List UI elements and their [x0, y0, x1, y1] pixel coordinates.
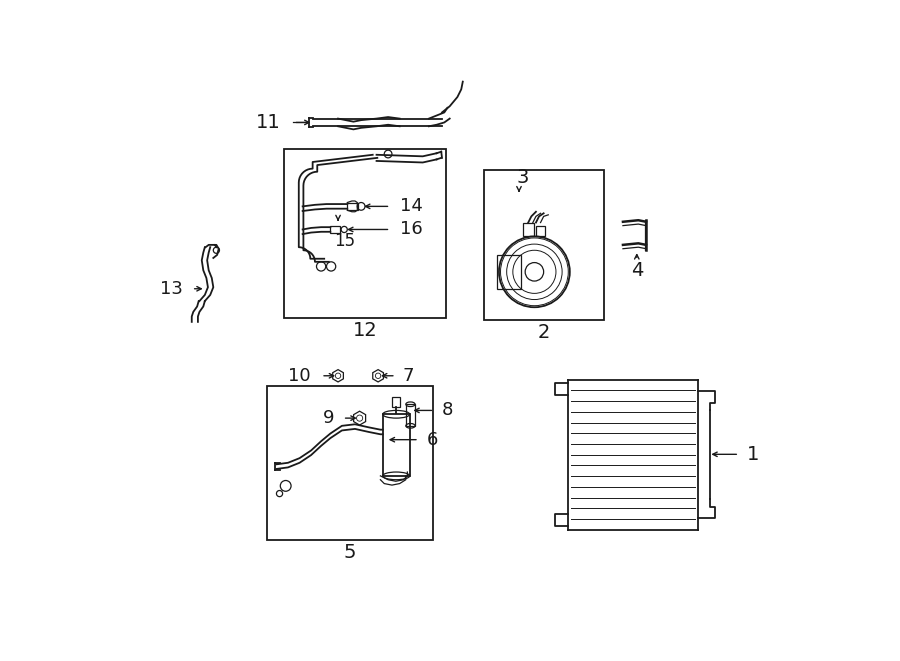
Bar [484, 170, 604, 321]
Bar [330, 225, 339, 233]
Bar [284, 149, 446, 318]
Text: 8: 8 [442, 401, 454, 420]
Bar [498, 255, 520, 289]
Text: 11: 11 [256, 113, 280, 132]
Text: 4: 4 [631, 261, 643, 280]
Text: 12: 12 [353, 321, 377, 340]
Bar [267, 386, 433, 540]
Text: 15: 15 [334, 232, 356, 250]
Bar [536, 225, 545, 237]
Text: 1: 1 [747, 445, 760, 464]
Bar [406, 405, 415, 426]
Text: 13: 13 [159, 280, 183, 297]
Text: 9: 9 [323, 409, 334, 427]
Text: 10: 10 [289, 367, 311, 385]
Bar [382, 414, 410, 476]
Text: 2: 2 [537, 323, 550, 342]
Text: 5: 5 [344, 543, 356, 562]
Text: 3: 3 [517, 169, 529, 187]
Bar [392, 397, 400, 407]
Text: 7: 7 [402, 367, 414, 385]
Bar [523, 223, 535, 237]
Text: 16: 16 [400, 221, 422, 239]
Text: 6: 6 [427, 431, 438, 449]
Bar [347, 202, 358, 210]
Text: 14: 14 [400, 198, 422, 215]
